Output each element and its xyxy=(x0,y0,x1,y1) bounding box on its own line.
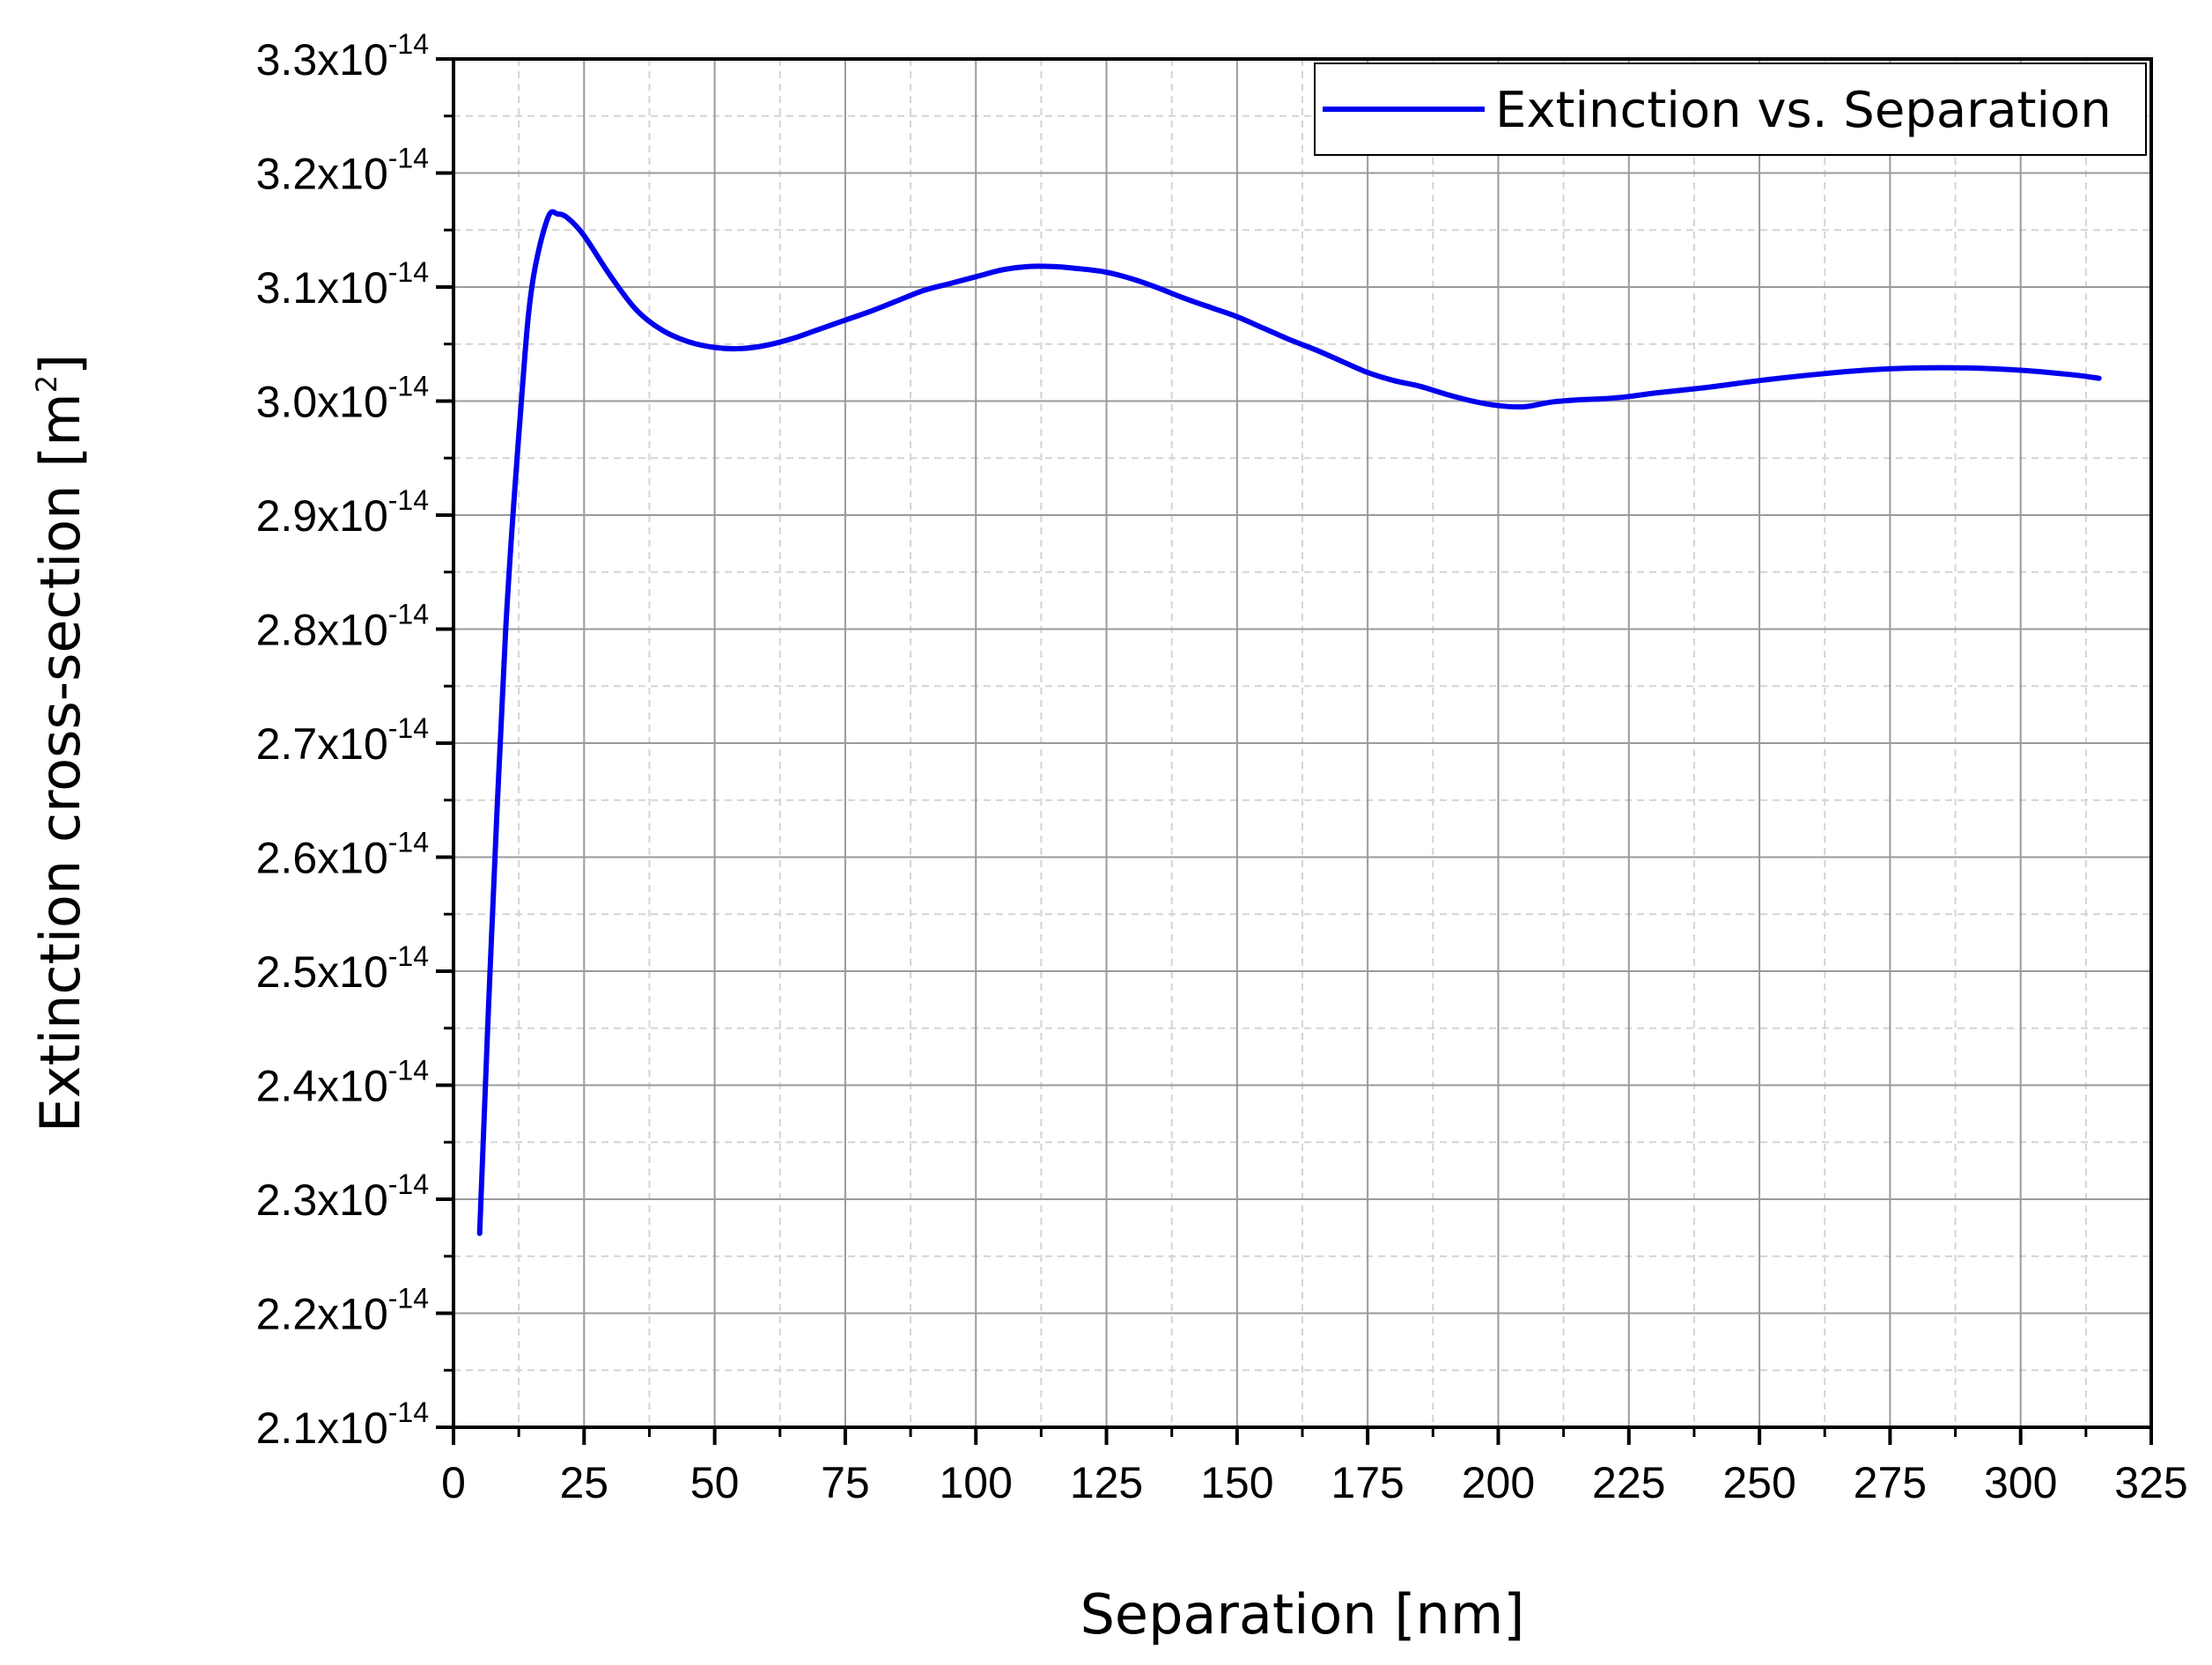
legend: Extinction vs. Separation xyxy=(1314,63,2147,156)
y-tick-label: 2.5x10-14 xyxy=(256,940,429,997)
y-tick-mantissa: 2.4x10 xyxy=(256,1062,388,1111)
x-tick-label: 250 xyxy=(1722,1458,1795,1507)
x-tick-label: 175 xyxy=(1331,1458,1404,1507)
legend-label: Extinction vs. Separation xyxy=(1495,82,2112,139)
y-tick-exponent: -14 xyxy=(388,28,429,60)
x-tick-label: 0 xyxy=(441,1458,466,1507)
y-tick-label: 2.9x10-14 xyxy=(256,484,429,541)
y-tick-mantissa: 2.8x10 xyxy=(256,606,388,655)
y-tick-exponent: -14 xyxy=(388,1283,429,1315)
x-axis-title: Separation [nm] xyxy=(1080,1582,1525,1647)
y-tick-mantissa: 2.5x10 xyxy=(256,947,388,997)
y-axis-title-close: ] xyxy=(28,354,92,375)
y-tick-label: 3.1x10-14 xyxy=(256,256,429,313)
y-axis-title-sup: 2 xyxy=(30,375,63,393)
major-gridlines xyxy=(453,59,2151,1427)
y-tick-label: 2.3x10-14 xyxy=(256,1168,429,1225)
y-tick-exponent: -14 xyxy=(388,1055,429,1087)
y-tick-mantissa: 2.9x10 xyxy=(256,491,388,541)
x-tick-label: 300 xyxy=(1984,1458,2057,1507)
y-tick-mantissa: 2.7x10 xyxy=(256,719,388,769)
y-tick-exponent: -14 xyxy=(388,256,429,288)
y-tick-exponent: -14 xyxy=(388,827,429,858)
y-tick-label: 3.0x10-14 xyxy=(256,371,429,427)
y-tick-label: 2.1x10-14 xyxy=(256,1396,429,1453)
y-tick-exponent: -14 xyxy=(388,940,429,972)
y-tick-exponent: -14 xyxy=(388,371,429,402)
y-tick-mantissa: 3.3x10 xyxy=(256,35,388,85)
y-tick-label: 3.3x10-14 xyxy=(256,28,429,85)
axis-ticks xyxy=(436,57,2153,1445)
y-tick-mantissa: 2.6x10 xyxy=(256,834,388,883)
y-tick-label: 2.7x10-14 xyxy=(256,712,429,769)
y-tick-mantissa: 2.2x10 xyxy=(256,1290,388,1339)
y-tick-exponent: -14 xyxy=(388,484,429,516)
x-tick-label: 150 xyxy=(1200,1458,1273,1507)
y-tick-label: 2.8x10-14 xyxy=(256,599,429,655)
y-tick-mantissa: 3.2x10 xyxy=(256,150,388,199)
x-tick-label: 325 xyxy=(2114,1458,2187,1507)
x-tick-labels: 0 25 50 75 100 125 150 175 200 225 250 275 300 325 xyxy=(441,1458,2188,1507)
x-tick-label: 200 xyxy=(1462,1458,1535,1507)
y-axis-title: Extinction cross-section [m2] xyxy=(28,354,92,1133)
y-tick-label: 2.2x10-14 xyxy=(256,1283,429,1339)
y-axis-title-text: Extinction cross-section [m xyxy=(28,393,92,1132)
x-tick-label: 100 xyxy=(940,1458,1013,1507)
x-tick-label: 50 xyxy=(690,1458,740,1507)
x-tick-label: 125 xyxy=(1070,1458,1143,1507)
y-tick-exponent: -14 xyxy=(388,143,429,174)
y-tick-mantissa: 2.3x10 xyxy=(256,1175,388,1225)
y-tick-exponent: -14 xyxy=(388,1396,429,1428)
y-tick-mantissa: 3.0x10 xyxy=(256,378,388,427)
series-layer xyxy=(476,209,2102,1236)
series-line xyxy=(476,209,2102,1236)
x-tick-label: 25 xyxy=(559,1458,608,1507)
y-tick-label: 2.6x10-14 xyxy=(256,827,429,883)
x-tick-label: 225 xyxy=(1592,1458,1665,1507)
x-tick-label: 75 xyxy=(821,1458,870,1507)
y-tick-mantissa: 3.1x10 xyxy=(256,263,388,313)
y-tick-labels: 2.1x10-142.2x10-142.3x10-142.4x10-142.5x… xyxy=(256,28,429,1453)
y-tick-label: 3.2x10-14 xyxy=(256,143,429,199)
y-tick-mantissa: 2.1x10 xyxy=(256,1403,388,1453)
y-tick-exponent: -14 xyxy=(388,1168,429,1200)
y-tick-label: 2.4x10-14 xyxy=(256,1055,429,1111)
y-tick-exponent: -14 xyxy=(388,599,429,630)
x-tick-label: 275 xyxy=(1854,1458,1927,1507)
y-tick-exponent: -14 xyxy=(388,712,429,744)
